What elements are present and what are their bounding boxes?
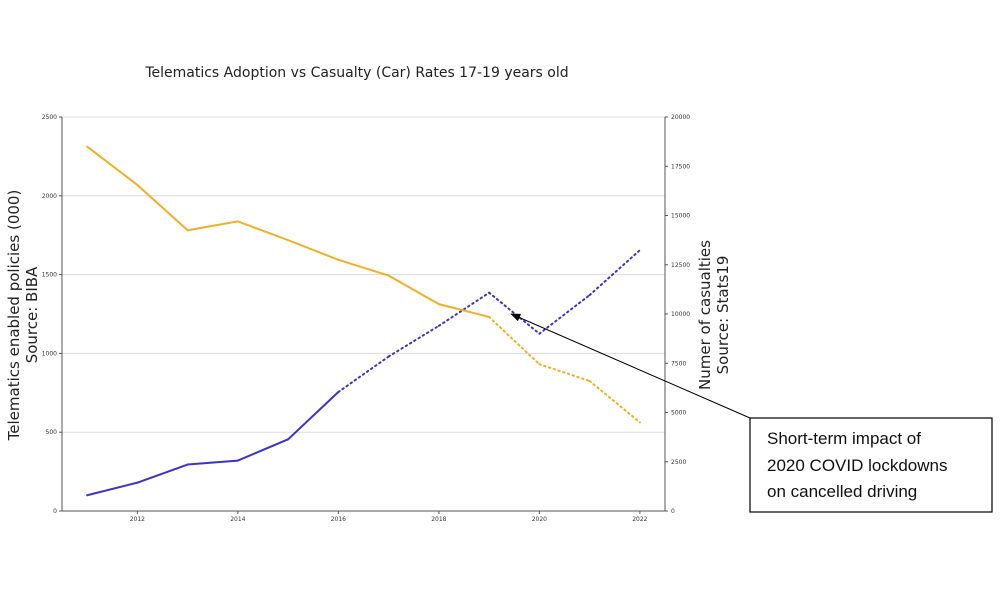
telematics-line-segment xyxy=(538,294,591,335)
casualties-line-segment xyxy=(236,220,290,242)
telematics-line-segment xyxy=(236,438,290,462)
y-right-tick-label: 5000 xyxy=(671,410,686,417)
y-left-tick-label: 2000 xyxy=(42,193,57,200)
x-tick-label: 2018 xyxy=(431,516,446,523)
casualties-line-segment xyxy=(86,145,139,186)
y-right-tick-label: 17500 xyxy=(671,163,690,170)
y-left-tick-label: 1500 xyxy=(42,272,57,279)
chart-title: Telematics Adoption vs Casualty (Car) Ra… xyxy=(144,65,568,81)
telematics-line-segment xyxy=(337,355,390,394)
annotation-line-3: on cancelled driving xyxy=(767,482,917,501)
x-tick-label: 2016 xyxy=(331,516,346,523)
y-right-tick-label: 10000 xyxy=(671,311,690,318)
annotation-box xyxy=(749,417,993,513)
annotation: Short-term impact of 2020 COVID lockdown… xyxy=(510,313,993,513)
casualties-line-segment xyxy=(387,274,440,306)
grid xyxy=(62,116,665,512)
y-right-tick-label: 7500 xyxy=(671,360,686,367)
y-right-tick-label: 2500 xyxy=(671,459,686,466)
telematics-line-segment xyxy=(387,324,440,358)
telematics-line-segment xyxy=(86,481,139,497)
telematics-line-segment xyxy=(287,391,340,441)
y-left-tick-label: 1000 xyxy=(42,350,57,357)
y-right-label-line1: Numer of casualties xyxy=(696,240,714,390)
y-right-tick-label: 20000 xyxy=(671,114,690,121)
y-left-label-line2: Source: BIBA xyxy=(23,266,41,363)
telematics-line-segment xyxy=(186,459,239,466)
y-right-label-line2: Source: Stats19 xyxy=(714,256,732,375)
x-tick-label: 2022 xyxy=(632,516,647,523)
telematics-line-segment xyxy=(588,249,641,297)
x-tick-label: 2012 xyxy=(130,516,145,523)
casualties-line-segment xyxy=(488,315,541,366)
x-tick-label: 2014 xyxy=(230,516,245,523)
casualties-line-segment xyxy=(136,183,189,232)
telematics-line-segment xyxy=(488,291,541,335)
y-left-tick-label: 0 xyxy=(53,508,57,515)
annotation-line-1: Short-term impact of xyxy=(767,429,921,448)
y-right-tick-label: 12500 xyxy=(671,262,690,269)
y-left-tick-label: 500 xyxy=(46,429,58,436)
casualties-line-segment xyxy=(437,303,491,318)
telematics-line-segment xyxy=(437,291,491,327)
casualties-line-segment xyxy=(287,239,340,261)
y-right-tick-label: 0 xyxy=(671,508,675,515)
series-lines xyxy=(86,145,641,497)
y-left-tick-label: 2500 xyxy=(42,114,57,121)
tick-labels: 2012 2014 2016 2018 2020 2022 0 500 1000 1500 2000… xyxy=(42,114,691,523)
casualties-line-segment xyxy=(186,220,239,232)
y-left-label-line1: Telematics enabled policies (000) xyxy=(5,190,23,442)
casualties-line-segment xyxy=(588,379,641,424)
annotation-line-2: 2020 COVID lockdowns xyxy=(767,456,947,475)
annotation-arrow xyxy=(510,313,751,419)
y-right-tick-label: 15000 xyxy=(671,213,690,220)
telematics-line-segment xyxy=(136,463,189,484)
axes xyxy=(59,116,668,514)
casualties-line-segment xyxy=(337,258,390,277)
x-tick-label: 2020 xyxy=(532,516,547,523)
casualties-line-segment xyxy=(538,363,591,382)
